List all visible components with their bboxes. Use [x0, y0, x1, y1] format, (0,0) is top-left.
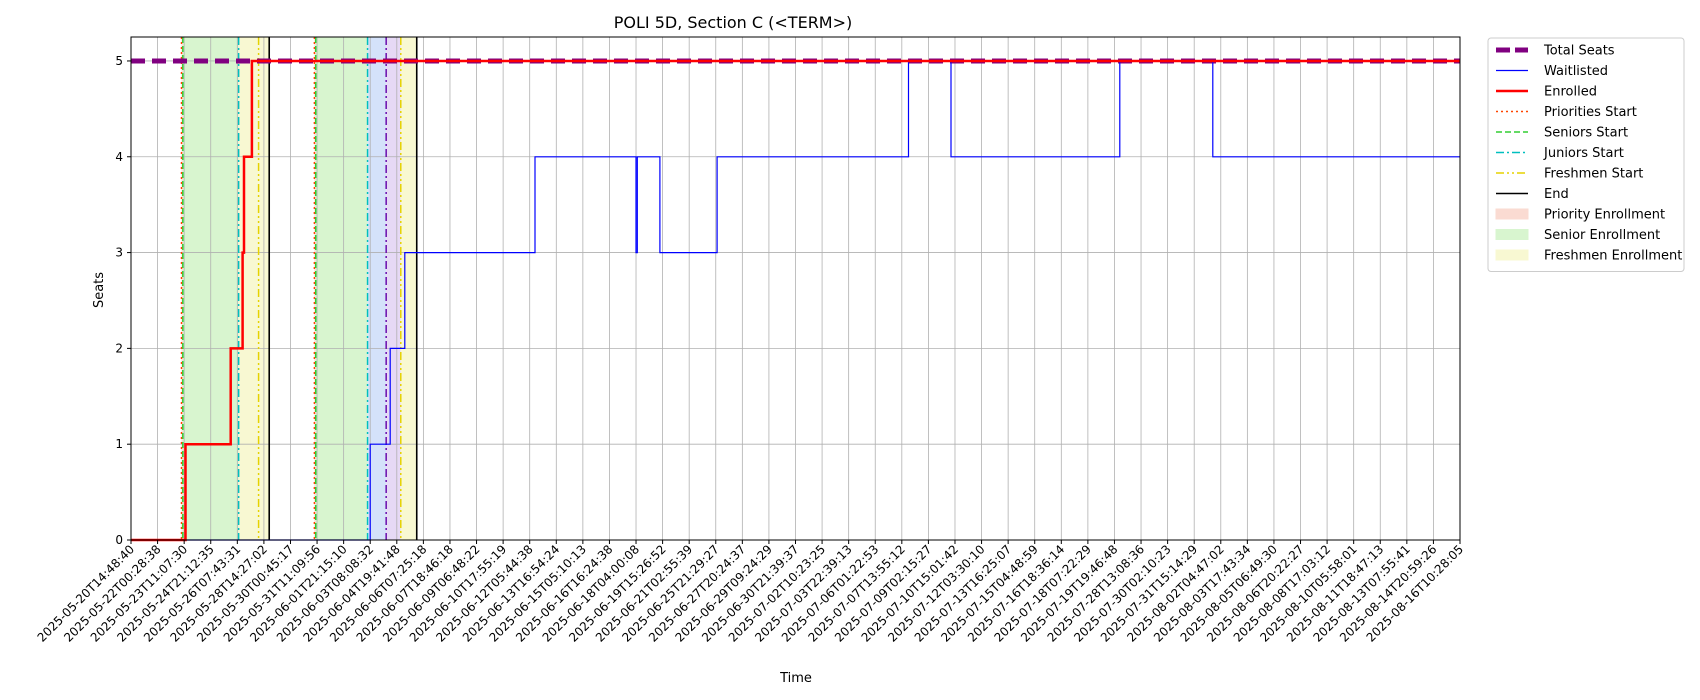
enrollment-span-3-0 — [386, 37, 401, 540]
y-axis-title: Seats — [92, 272, 107, 308]
legend-label: Senior Enrollment — [1544, 228, 1660, 243]
y-tick-label: 0 — [115, 533, 123, 547]
plot-area — [130, 36, 1461, 542]
enrollment-span-4-1 — [400, 37, 417, 540]
y-tick-label: 4 — [115, 150, 123, 164]
legend-swatch — [1495, 249, 1529, 261]
legend-label: Seniors Start — [1544, 126, 1628, 141]
legend-label: Waitlisted — [1544, 64, 1608, 79]
legend-label: Enrolled — [1544, 85, 1597, 100]
enrollment-span-1-1 — [315, 37, 368, 540]
legend-box — [1487, 37, 1685, 272]
legend-label: Total Seats — [1543, 44, 1615, 59]
series-line-waitlisted — [131, 60, 1460, 541]
y-tick-label: 5 — [115, 54, 123, 68]
x-axis-title: Time — [779, 671, 812, 686]
y-tick-label: 2 — [115, 341, 123, 355]
legend-label: Priority Enrollment — [1544, 208, 1665, 223]
legend-swatch — [1495, 208, 1529, 220]
chart-title: POLI 5D, Section C (<TERM>) — [614, 13, 853, 32]
enrollment-span-2-0 — [367, 37, 387, 540]
legend: Total Seats Waitlisted Enrolled Priorities … — [1487, 37, 1685, 272]
y-tick-label: 3 — [115, 246, 123, 260]
legend-label: End — [1544, 187, 1569, 202]
legend-label: Juniors Start — [1543, 146, 1624, 161]
y-tick-label: 1 — [115, 437, 123, 451]
legend-swatch — [1495, 229, 1529, 240]
series-line-enrolled — [131, 59, 1460, 542]
legend-label: Priorities Start — [1544, 105, 1637, 120]
legend-label: Freshmen Start — [1544, 167, 1643, 182]
legend-label: Freshmen Enrollment — [1544, 249, 1682, 264]
